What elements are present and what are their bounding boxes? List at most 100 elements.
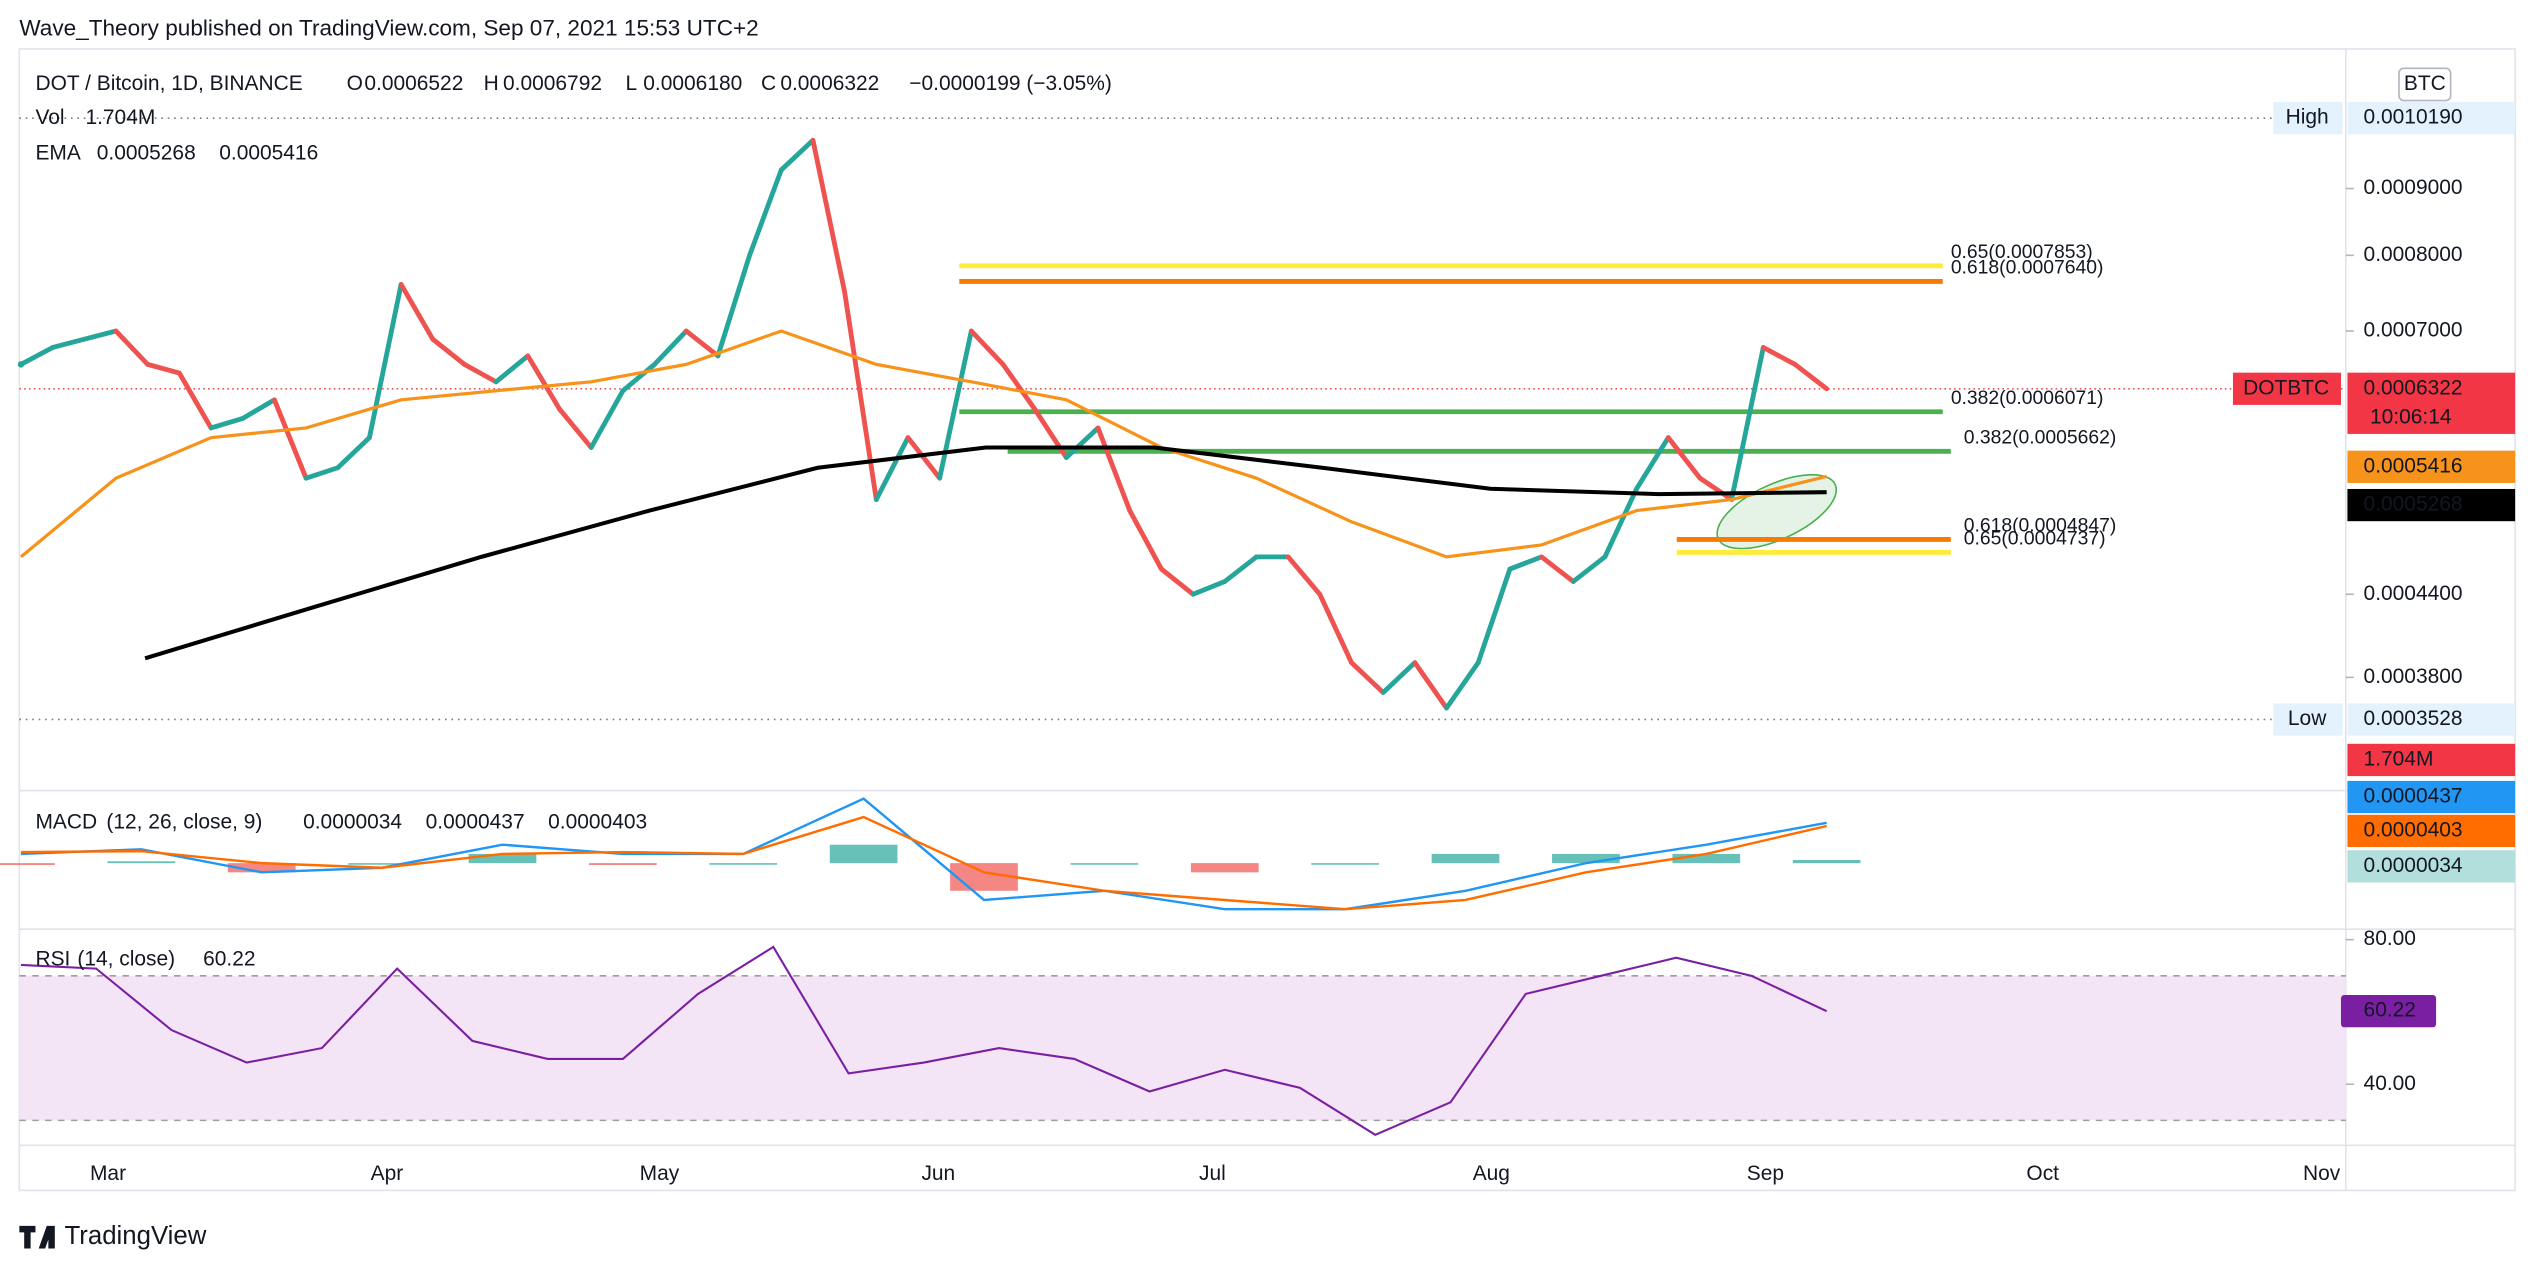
price-segment bbox=[1507, 554, 1544, 572]
rsi-params: (14, close) bbox=[77, 947, 175, 970]
macd-line bbox=[20, 797, 1827, 911]
rsi-title: RSI bbox=[35, 947, 70, 970]
ohlc-key: C bbox=[761, 72, 776, 95]
price-segment bbox=[1634, 435, 1671, 492]
price-segment bbox=[18, 345, 56, 367]
macd-histogram-bar bbox=[227, 863, 296, 873]
price-segment bbox=[1412, 660, 1449, 711]
price-segment bbox=[1602, 486, 1640, 560]
price-segment bbox=[588, 388, 626, 450]
price-segment bbox=[1349, 660, 1386, 695]
fib-label: 0.618(0.0004847) bbox=[1964, 515, 2117, 537]
month-label: Apr bbox=[371, 1162, 404, 1185]
macd-histogram-bar bbox=[1070, 863, 1139, 865]
symbol-name: DOTBTC bbox=[2243, 376, 2329, 399]
macd-histogram-bar bbox=[468, 853, 537, 864]
symbol-tag bbox=[2232, 372, 2341, 405]
price-segment bbox=[747, 167, 784, 258]
vol-label: Vol bbox=[35, 106, 64, 129]
month-label: Sep bbox=[1747, 1162, 1784, 1185]
macd-params: (12, 26, close, 9) bbox=[106, 810, 262, 833]
price-segment bbox=[303, 465, 341, 481]
price-segment bbox=[176, 370, 214, 431]
price-segment bbox=[367, 281, 404, 441]
logo bbox=[19, 1225, 55, 1249]
price-segment bbox=[1158, 566, 1196, 597]
rsi-line bbox=[20, 945, 1828, 1137]
fib-label: 0.65(0.0007853) bbox=[1951, 241, 2093, 263]
price-segment bbox=[1475, 566, 1513, 666]
macd-title: MACD bbox=[35, 810, 97, 833]
macd-histogram-bar bbox=[1431, 853, 1500, 864]
macd-histogram-bar bbox=[589, 863, 657, 865]
vol-value: 1.704M bbox=[85, 106, 155, 129]
macd-histogram-bar bbox=[1190, 863, 1259, 873]
price-segment bbox=[1000, 361, 1038, 412]
price-segment bbox=[335, 435, 372, 471]
price-segment bbox=[968, 328, 1006, 367]
price-segment bbox=[1760, 345, 1798, 367]
low-value: 0.0003528 bbox=[2364, 707, 2463, 730]
price-segment bbox=[1380, 660, 1418, 695]
macd-value-box bbox=[2347, 850, 2516, 883]
ohlc-value: 0.0006180 bbox=[643, 72, 742, 95]
ema-legend-value: 0.0005416 bbox=[219, 141, 318, 164]
brand: TradingView bbox=[64, 1222, 206, 1250]
price-segment bbox=[1190, 579, 1228, 597]
month-label: Aug bbox=[1473, 1162, 1510, 1185]
macd-histogram-bar bbox=[348, 863, 416, 865]
macd-histogram-bar bbox=[1672, 853, 1741, 864]
y-tick-label: 80.00 bbox=[2364, 927, 2416, 950]
ema-value-box bbox=[2347, 450, 2516, 483]
price-segment bbox=[398, 281, 436, 342]
price-segment bbox=[1697, 475, 1735, 502]
macd-value: 0.0000437 bbox=[2364, 785, 2463, 808]
volume-box bbox=[2347, 743, 2516, 777]
macd-value: 0.0000403 bbox=[2364, 818, 2463, 841]
price-segment bbox=[493, 353, 531, 385]
price-segment bbox=[208, 416, 246, 431]
month-label: Mar bbox=[90, 1162, 126, 1185]
fib-label: 0.382(0.0005662) bbox=[1964, 427, 2117, 449]
price-segment bbox=[462, 361, 499, 385]
y-tick-label: 40.00 bbox=[2364, 1072, 2416, 1095]
price-segment bbox=[810, 137, 848, 295]
y-tick-label: 0.0004400 bbox=[2364, 582, 2463, 605]
price-segment bbox=[873, 435, 911, 502]
low-label: Low bbox=[2288, 707, 2327, 730]
price-segment bbox=[81, 328, 119, 342]
price-segment bbox=[240, 397, 277, 421]
change: −0.0000199 (−3.05%) bbox=[909, 72, 1112, 95]
price-segment bbox=[1127, 508, 1164, 572]
ohlc-value: 0.0006322 bbox=[780, 72, 879, 95]
price-segment bbox=[1317, 591, 1354, 666]
macd-value-box bbox=[2347, 780, 2516, 814]
rsi-value-box bbox=[2340, 995, 2437, 1028]
high-label: High bbox=[2286, 106, 2329, 129]
price-segment bbox=[683, 328, 721, 359]
fib-label: 0.65(0.0004737) bbox=[1964, 528, 2106, 550]
price-segment bbox=[1729, 345, 1766, 502]
price-segment bbox=[1444, 660, 1481, 711]
macd-value-box bbox=[2347, 814, 2516, 848]
price-segment bbox=[905, 435, 943, 481]
y-tick-label: 0.0009000 bbox=[2364, 176, 2463, 199]
low-value-box bbox=[2347, 703, 2516, 736]
rsi-band bbox=[19, 975, 2346, 1121]
rsi-value: 60.22 bbox=[2364, 999, 2416, 1022]
macd-legend-value: 0.0000403 bbox=[548, 810, 647, 833]
frame bbox=[18, 48, 2516, 1192]
price-segment bbox=[145, 361, 182, 376]
price-segment bbox=[1222, 554, 1259, 584]
high-tag bbox=[2273, 102, 2343, 135]
fib-label: 0.382(0.0006071) bbox=[1951, 387, 2104, 409]
y-tick-label: 0.0007000 bbox=[2364, 319, 2463, 342]
symbol: DOT / Bitcoin, 1D, BINANCE bbox=[35, 72, 302, 95]
price-segment bbox=[1095, 425, 1133, 513]
high-value: 0.0010190 bbox=[2364, 106, 2463, 129]
countdown: 10:06:14 bbox=[2370, 405, 2452, 428]
month-label: May bbox=[640, 1162, 680, 1185]
price-segment bbox=[1539, 554, 1576, 584]
price-segment bbox=[842, 289, 879, 502]
